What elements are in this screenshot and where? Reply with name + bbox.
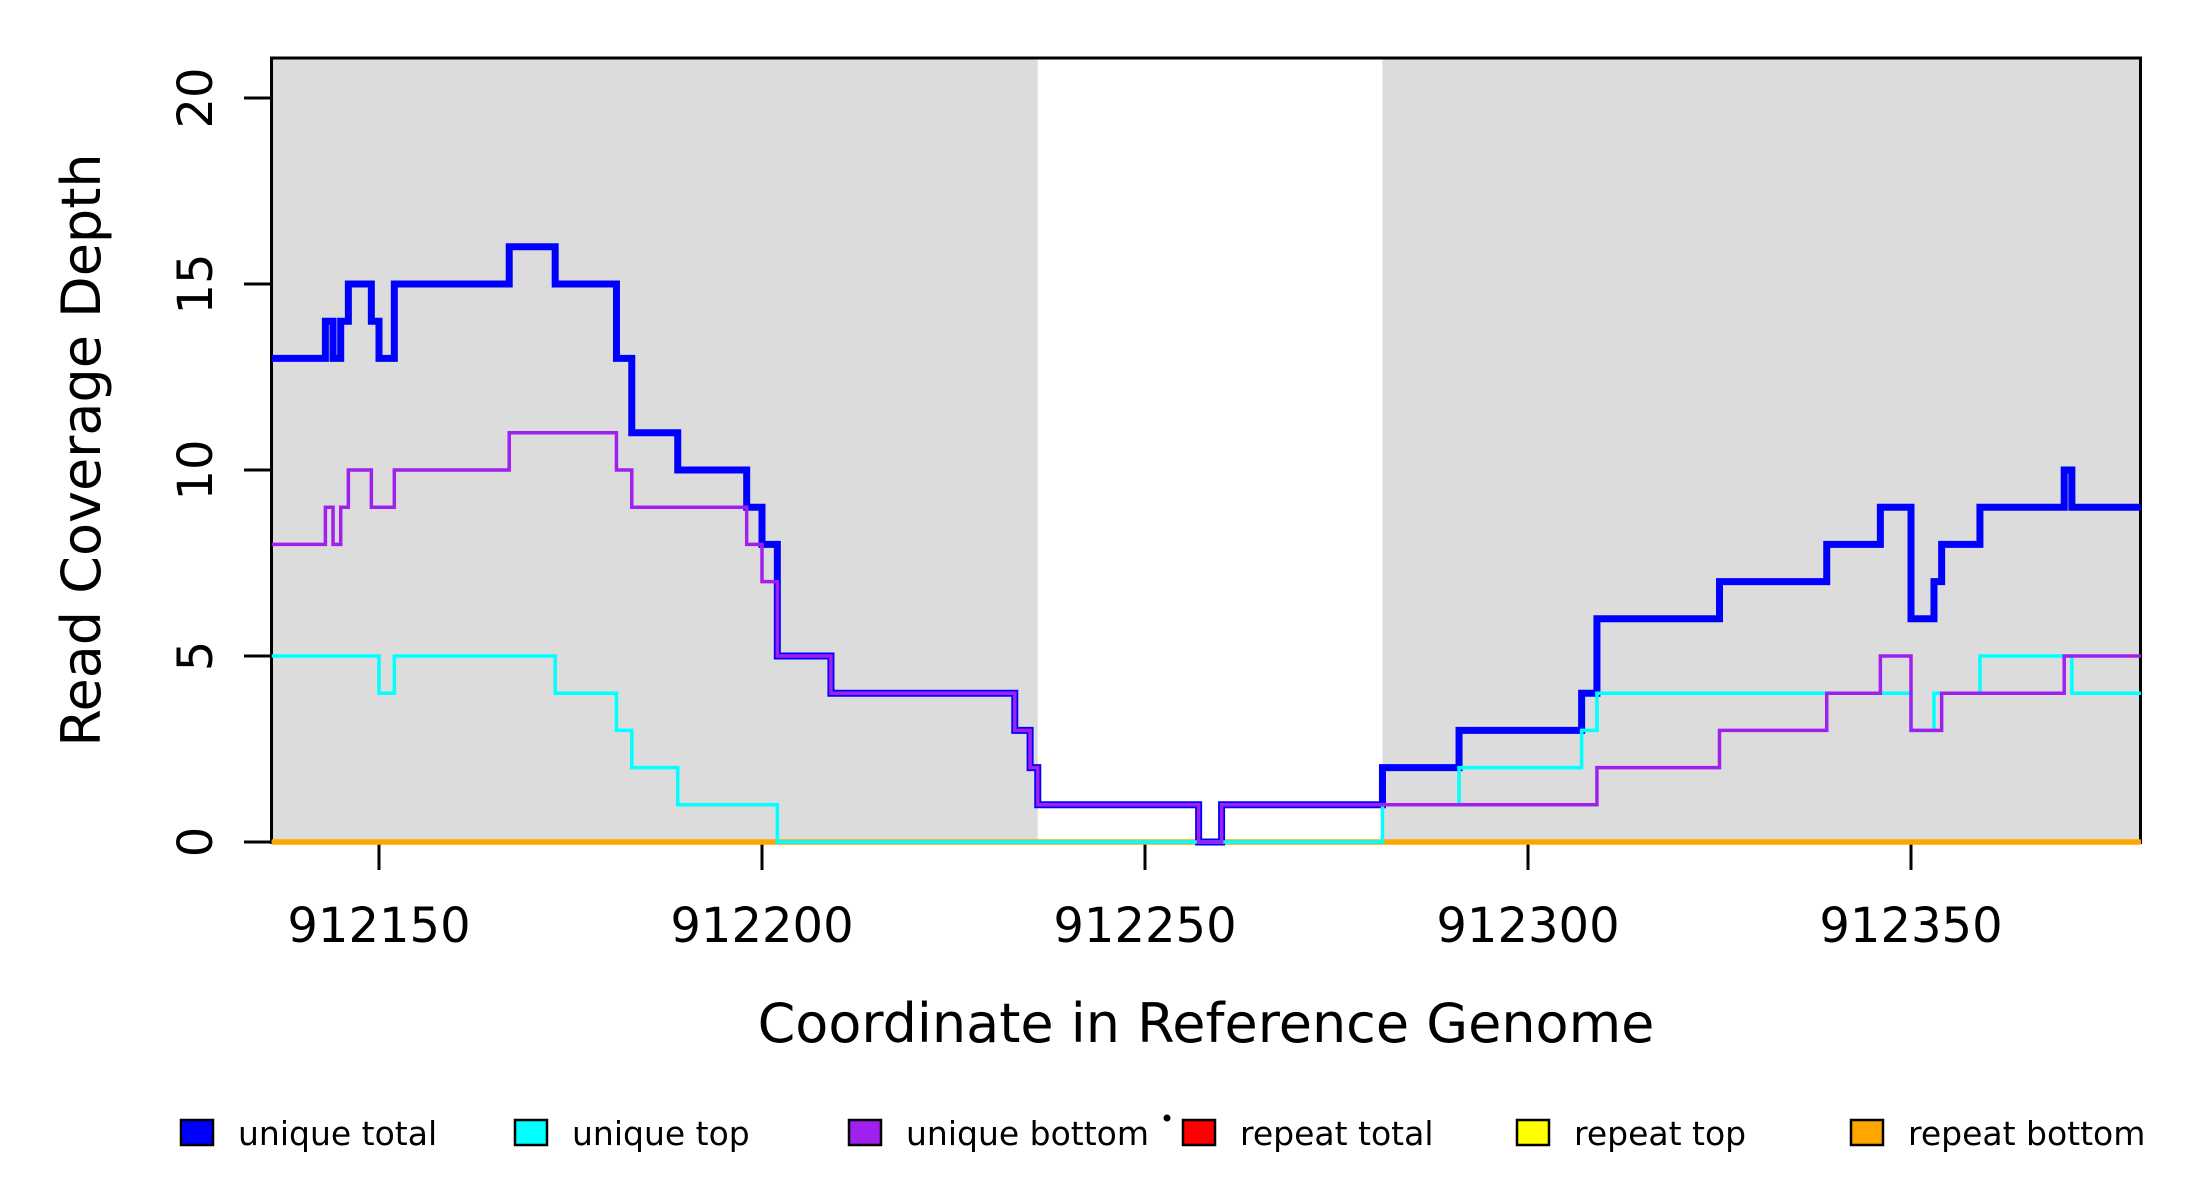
- legend-label-unique-total: unique total: [238, 1114, 437, 1153]
- x-tick-label: 912350: [1819, 898, 2002, 954]
- x-axis-title: Coordinate in Reference Genome: [758, 992, 1655, 1055]
- x-tick-label: 912200: [670, 898, 853, 954]
- shaded-region: [271, 58, 1038, 843]
- y-tick-label: 5: [168, 641, 224, 672]
- legend-swatch-repeat-bottom: [1849, 1118, 1885, 1147]
- series-line-unique-top: [271, 654, 2141, 844]
- legend-label-repeat-bottom: repeat bottom: [1908, 1114, 2145, 1153]
- x-tick-label: 912150: [287, 898, 470, 954]
- y-tick-label: 15: [168, 253, 224, 314]
- series-layer: [271, 243, 2141, 846]
- y-tick-label: 20: [168, 67, 224, 128]
- y-tick-label: 10: [168, 439, 224, 500]
- x-tick-label: 912300: [1436, 898, 1619, 954]
- legend-label-unique-top: unique top: [572, 1114, 750, 1153]
- legend-label-unique-bottom: unique bottom: [906, 1114, 1149, 1153]
- legend: unique total unique top unique bottom re…: [179, 1114, 2145, 1153]
- series-line-unique-bottom: [271, 431, 2141, 844]
- x-tick-label: 912250: [1053, 898, 1236, 954]
- legend-swatch-unique-bottom: [847, 1118, 883, 1147]
- legend-label-repeat-total: repeat total: [1240, 1114, 1434, 1153]
- y-axis-title: Read Coverage Depth: [50, 153, 113, 746]
- legend-stray-dot: [1163, 1114, 1171, 1122]
- legend-label-repeat-top: repeat top: [1574, 1114, 1746, 1153]
- shaded-region: [1382, 58, 2141, 843]
- legend-swatch-unique-top: [513, 1118, 549, 1147]
- legend-swatch-repeat-total: [1181, 1118, 1217, 1147]
- legend-swatch-unique-total: [179, 1118, 215, 1147]
- y-tick-label: 0: [168, 827, 224, 858]
- shaded-regions-layer: [271, 58, 2141, 843]
- legend-swatch-repeat-top: [1515, 1118, 1551, 1147]
